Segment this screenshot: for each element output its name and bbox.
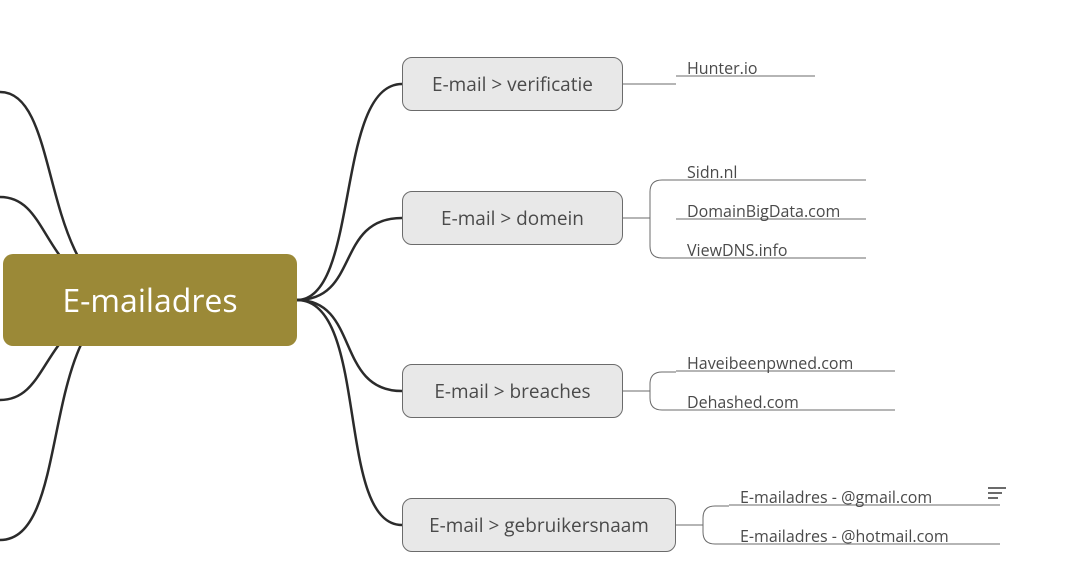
- leaf-gebruikersnaam-0[interactable]: E-mailadres - @gmail.com: [740, 486, 932, 508]
- root-node[interactable]: E-mailadres: [3, 254, 297, 346]
- leaf-domein-0[interactable]: Sidn.nl: [687, 161, 737, 183]
- leaf-breaches-1[interactable]: Dehashed.com: [687, 391, 799, 413]
- leaf-domein-1[interactable]: DomainBigData.com: [687, 200, 840, 222]
- branch-breaches[interactable]: E-mail > breaches: [402, 364, 623, 418]
- leaf-domein-2[interactable]: ViewDNS.info: [687, 239, 787, 261]
- branch-gebruikersnaam[interactable]: E-mail > gebruikersnaam: [402, 498, 676, 552]
- branch-verificatie[interactable]: E-mail > verificatie: [402, 57, 623, 111]
- branch-domein[interactable]: E-mail > domein: [402, 191, 623, 245]
- leaf-verificatie-0[interactable]: Hunter.io: [687, 57, 758, 79]
- note-icon[interactable]: [988, 483, 1006, 505]
- leaf-breaches-0[interactable]: Haveibeenpwned.com: [687, 352, 853, 374]
- leaf-gebruikersnaam-1[interactable]: E-mailadres - @hotmail.com: [740, 525, 949, 547]
